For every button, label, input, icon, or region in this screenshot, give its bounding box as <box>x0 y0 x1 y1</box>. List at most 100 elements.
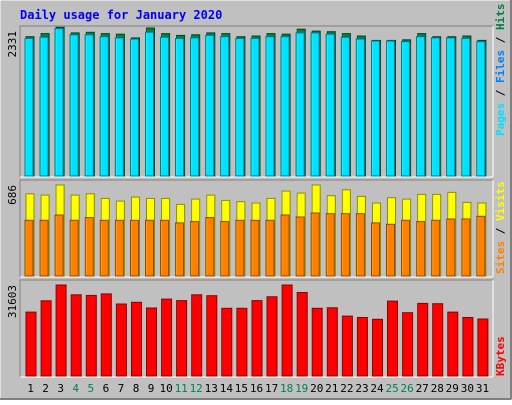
legend-separator: / <box>494 221 507 241</box>
x-tick-label-day-5: 5 <box>87 382 94 395</box>
x-tick-label-day-13: 13 <box>205 382 218 395</box>
panel-visits_sites: 686 <box>6 179 494 278</box>
bar-sites-day-19 <box>295 216 305 277</box>
bar-pages-day-19 <box>295 32 305 177</box>
bar-pages-day-5 <box>84 34 94 177</box>
bar-sites-day-27 <box>416 221 426 277</box>
bar-sites-day-20 <box>310 212 320 277</box>
bar-sites-day-4 <box>69 219 79 277</box>
chart-title: Daily usage for January 2020 <box>20 8 222 22</box>
legend-hits: Hits <box>494 4 507 31</box>
bar-kbytes-day-21 <box>326 307 338 377</box>
bar-sites-day-11 <box>175 222 185 277</box>
bar-pages-day-7 <box>114 37 124 177</box>
bar-sites-day-14 <box>220 221 230 277</box>
bar-sites-day-8 <box>130 219 139 277</box>
panel-kbytes: 31603 <box>6 279 494 378</box>
bar-sites-day-2 <box>39 219 49 277</box>
bar-pages-day-13 <box>205 34 215 177</box>
bar-kbytes-day-18 <box>281 284 293 377</box>
bar-pages-day-24 <box>371 40 380 177</box>
bar-kbytes-day-17 <box>266 296 278 377</box>
bar-sites-day-7 <box>114 219 124 277</box>
bar-kbytes-day-2 <box>40 300 52 377</box>
x-tick-label-day-3: 3 <box>57 382 64 395</box>
bar-pages-day-15 <box>235 38 245 177</box>
bar-pages-day-3 <box>54 28 64 177</box>
legend-kbytes: KBytes <box>494 336 507 376</box>
bar-pages-day-17 <box>265 36 275 177</box>
bar-pages-day-8 <box>130 38 139 177</box>
bar-kbytes-day-8 <box>131 301 142 377</box>
x-tick-label-day-27: 27 <box>416 382 429 395</box>
x-tick-label-day-6: 6 <box>103 382 110 395</box>
bar-sites-day-15 <box>235 219 245 277</box>
x-tick-label-day-8: 8 <box>133 382 140 395</box>
bar-kbytes-day-19 <box>296 292 308 377</box>
bar-kbytes-day-13 <box>206 295 218 377</box>
bar-sites-day-21 <box>325 213 335 277</box>
legend-files: Files <box>494 50 507 83</box>
bar-kbytes-day-25 <box>387 300 398 377</box>
bar-pages-day-22 <box>340 36 350 177</box>
bar-sites-day-1 <box>24 219 34 277</box>
bar-pages-day-12 <box>190 37 200 177</box>
y-max-tick-label: 686 <box>6 185 19 205</box>
legend-separator: / <box>494 30 507 50</box>
x-tick-label-day-22: 22 <box>340 382 353 395</box>
bar-pages-day-11 <box>175 38 185 177</box>
bar-sites-day-6 <box>99 219 109 277</box>
x-axis: 1 2 3 4 5 6 7 8 9 10 11 12 13 14 15 16 17 18 19 20 21 22 23 24 2… <box>27 382 489 395</box>
bar-kbytes-day-22 <box>341 315 353 377</box>
bar-pages-day-10 <box>160 36 170 177</box>
x-tick-label-day-10: 10 <box>159 382 172 395</box>
bar-sites-day-16 <box>250 219 260 277</box>
x-tick-label-day-21: 21 <box>325 382 338 395</box>
bar-kbytes-day-3 <box>55 284 67 377</box>
bar-pages-day-6 <box>99 36 109 177</box>
bar-sites-day-5 <box>84 217 94 277</box>
x-tick-label-day-9: 9 <box>148 382 155 395</box>
x-tick-label-day-12: 12 <box>190 382 203 395</box>
y-max-tick-label: 31603 <box>6 285 19 318</box>
x-tick-label-day-4: 4 <box>72 382 79 395</box>
bar-kbytes-day-16 <box>251 300 263 377</box>
bar-sites-day-30 <box>461 218 471 277</box>
bar-sites-day-28 <box>431 219 441 277</box>
x-tick-label-day-25: 25 <box>385 382 398 395</box>
bar-pages-day-1 <box>24 38 34 177</box>
bar-sites-day-29 <box>446 218 456 277</box>
bar-sites-day-13 <box>205 217 215 277</box>
x-tick-label-day-1: 1 <box>27 382 34 395</box>
bar-sites-day-26 <box>401 219 411 277</box>
bar-pages-day-9 <box>145 31 154 177</box>
bar-pages-day-28 <box>431 37 441 177</box>
bar-kbytes-day-12 <box>191 294 203 377</box>
bar-pages-day-27 <box>416 36 426 177</box>
x-tick-label-day-15: 15 <box>235 382 248 395</box>
bar-kbytes-day-15 <box>236 307 248 377</box>
x-tick-label-day-23: 23 <box>355 382 368 395</box>
x-tick-label-day-11: 11 <box>175 382 188 395</box>
legend-panel2: Sites / Visits <box>494 181 507 274</box>
bar-pages-day-14 <box>220 36 230 177</box>
bar-sites-day-10 <box>160 219 170 277</box>
x-tick-label-day-2: 2 <box>42 382 49 395</box>
bar-sites-day-24 <box>371 222 380 277</box>
legend-panel3: KBytes <box>494 336 507 376</box>
bar-kbytes-day-6 <box>100 293 112 377</box>
bar-kbytes-day-5 <box>85 294 97 377</box>
bar-kbytes-day-11 <box>176 300 188 377</box>
bar-kbytes-day-14 <box>221 307 233 377</box>
bar-sites-day-17 <box>265 219 275 277</box>
bar-pages-day-18 <box>280 36 290 177</box>
bar-sites-day-23 <box>355 213 365 277</box>
bar-kbytes-day-29 <box>447 311 459 377</box>
bar-pages-day-21 <box>325 33 335 177</box>
bar-pages-day-2 <box>39 36 49 177</box>
bar-pages-day-25 <box>386 40 395 177</box>
bar-sites-day-12 <box>190 221 200 277</box>
bar-pages-day-26 <box>401 41 411 177</box>
bar-kbytes-day-31 <box>477 318 489 377</box>
